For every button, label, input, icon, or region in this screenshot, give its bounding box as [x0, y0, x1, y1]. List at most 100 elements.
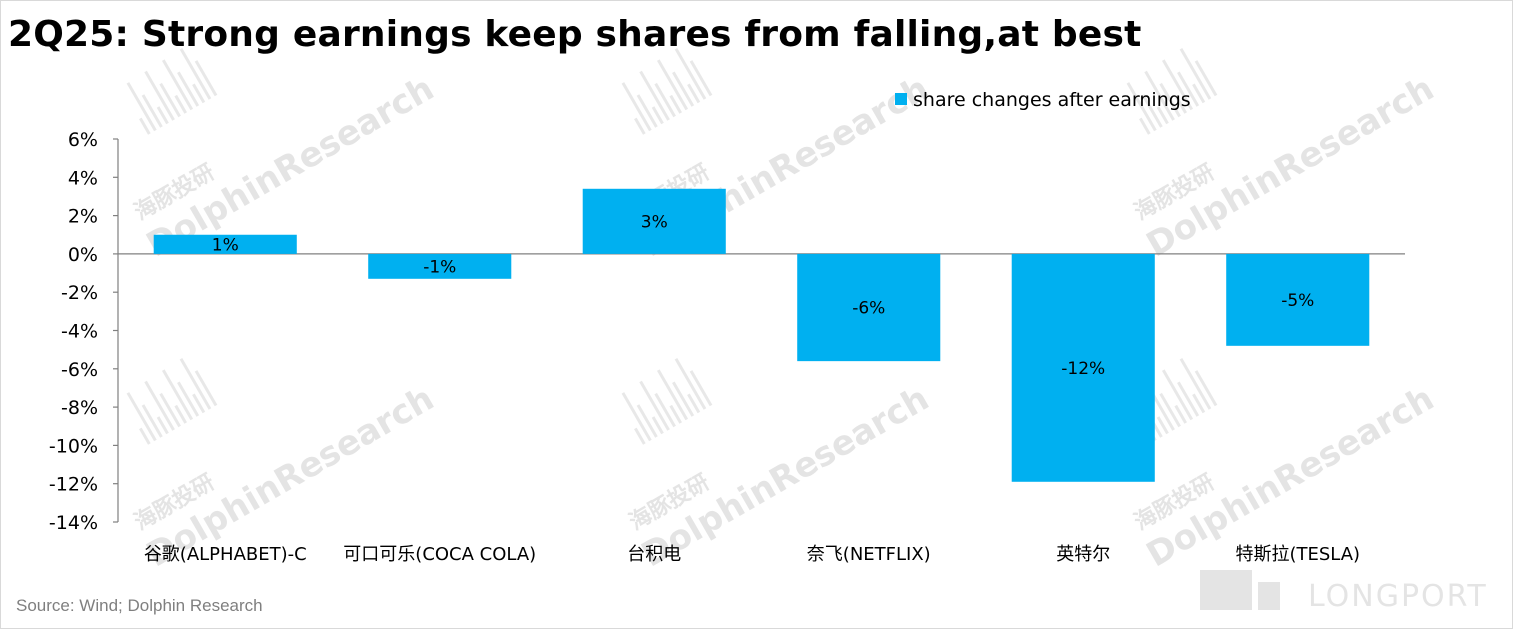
watermark-bars [156, 106, 169, 125]
watermark-bars [689, 60, 713, 97]
y-tick-label: -4% [61, 321, 98, 343]
watermark-bars [1194, 60, 1218, 97]
watermark-bars [139, 117, 151, 135]
legend-swatch [895, 93, 907, 105]
bar [1011, 253, 1155, 482]
watermark-bars [1144, 70, 1175, 121]
watermark-bars [1159, 392, 1181, 428]
watermark-bars [687, 393, 701, 414]
watermark-bars [1174, 404, 1188, 424]
chart-title: 2Q25: Strong earnings keep shares from f… [8, 14, 1142, 55]
watermark-bars [1161, 369, 1194, 421]
y-tick-label: -10% [49, 435, 98, 457]
watermark-bars [1192, 83, 1206, 104]
watermark-bars [621, 392, 652, 442]
watermark-bars [656, 59, 689, 111]
watermark-bars [651, 416, 664, 435]
y-tick-label: 4% [68, 167, 98, 189]
category-label: 可口可乐(COCA COLA) [343, 544, 536, 565]
watermark-bars [1179, 48, 1212, 100]
watermark-bars [672, 381, 695, 417]
bar [1226, 253, 1370, 346]
watermark-bars [656, 369, 689, 421]
category-label: 特斯拉(TESLA) [1235, 544, 1360, 565]
watermark-bars [1174, 94, 1188, 114]
watermark-bars [192, 393, 206, 414]
watermark-bars [674, 48, 707, 100]
watermark-logo-mark [1258, 582, 1280, 610]
watermark-bars [1126, 82, 1157, 132]
data-label: -6% [852, 299, 885, 319]
y-tick-label: -6% [61, 359, 98, 381]
data-label: -5% [1281, 291, 1314, 311]
watermark-bars [144, 70, 175, 121]
y-tick-label: 0% [68, 244, 98, 266]
watermark-bars [639, 380, 670, 431]
watermark-bars [159, 392, 181, 428]
watermark-bars [126, 82, 157, 132]
legend-label: share changes after earnings [913, 89, 1191, 111]
watermark-bars [1156, 416, 1169, 435]
category-label: 谷歌(ALPHABET)-C [144, 544, 307, 565]
watermark-bars [144, 380, 175, 431]
watermark-bars [636, 404, 658, 438]
watermark-bars [159, 82, 181, 118]
y-tick-label: -12% [49, 474, 98, 496]
watermark-bars [687, 83, 701, 104]
watermark-bars [179, 358, 212, 410]
watermark-bars [177, 381, 200, 417]
watermark-bars [161, 369, 194, 421]
bar [153, 234, 297, 254]
watermark-bars [161, 59, 194, 111]
watermark-bars [156, 416, 169, 435]
data-label: -12% [1061, 359, 1105, 379]
watermark-logo-text: LONGPORT [1308, 579, 1488, 614]
bars [153, 188, 1370, 482]
watermark-bars [1156, 106, 1169, 125]
category-label: 台积电 [627, 544, 681, 565]
watermark-bars [174, 404, 188, 424]
watermark-bars [636, 94, 658, 128]
watermark-bars [1141, 94, 1163, 128]
watermark-bars [1177, 381, 1200, 417]
data-label: 1% [212, 235, 239, 255]
watermark-bars [1139, 117, 1151, 135]
category-label: 英特尔 [1056, 544, 1110, 565]
y-tick-label: -14% [49, 512, 98, 534]
watermark-bars [651, 106, 664, 125]
watermark-bars [139, 427, 151, 445]
watermark-bars [634, 427, 646, 445]
watermark-logo-mark [1200, 570, 1252, 610]
watermark-bars [654, 392, 676, 428]
watermark-bars [1159, 82, 1181, 118]
data-label: 3% [641, 212, 668, 232]
bar [797, 253, 941, 362]
watermark-bars [194, 60, 218, 97]
y-tick-label: 6% [68, 129, 98, 151]
source-note: Source: Wind; Dolphin Research [16, 596, 263, 615]
watermark-bars [194, 370, 218, 407]
data-labels: 1% 谷歌(ALPHABET)-C -1% 可口可乐(COCA COLA) 3% 台积电 -… [144, 212, 1360, 565]
watermark-bars [1192, 393, 1206, 414]
watermark-bars [177, 71, 200, 107]
watermark-bars [192, 83, 206, 104]
axes: 6% 4% 2% 0% -2% -4% -6% -8% -10% -12% -14% [49, 129, 1405, 534]
watermark-bars [179, 48, 212, 100]
watermark-bars [669, 404, 683, 424]
watermark-bars [654, 82, 676, 118]
watermark-bars [621, 82, 652, 132]
watermark-bars [672, 71, 695, 107]
watermark-bars [639, 70, 670, 121]
watermark-bars [1177, 71, 1200, 107]
data-label: -1% [423, 257, 456, 277]
bar [368, 253, 512, 279]
bar [582, 188, 726, 254]
watermark-bars [1161, 59, 1194, 111]
watermark-bars [174, 94, 188, 114]
category-label: 奈飞(NETFLIX) [807, 544, 931, 565]
watermark-bars [126, 392, 157, 442]
watermark-bars [141, 404, 163, 438]
watermark-bars [1194, 370, 1218, 407]
y-tick-label: -8% [61, 397, 98, 419]
